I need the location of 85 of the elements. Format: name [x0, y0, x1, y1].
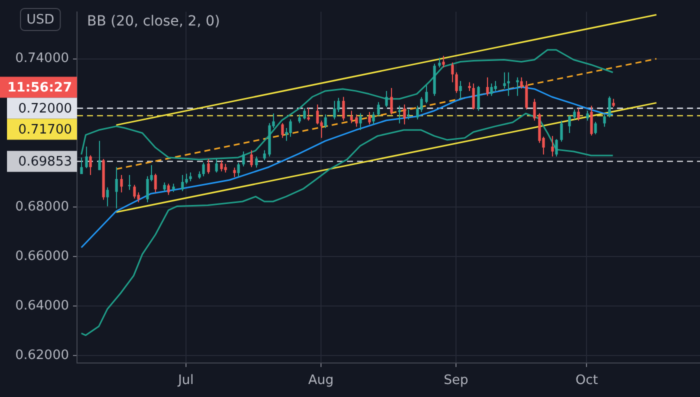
candlestick	[154, 173, 157, 193]
candlestick	[503, 72, 506, 89]
x-tick-label: Oct	[575, 373, 598, 388]
candlestick	[577, 108, 580, 122]
x-tick-label: Aug	[308, 373, 334, 388]
candlestick	[115, 166, 118, 209]
y-tick-label: 0.62000	[15, 348, 69, 363]
text: 11:56:27	[7, 80, 72, 96]
x-tick-label: Sep	[444, 373, 468, 388]
candlestick	[220, 160, 223, 172]
candlestick	[586, 110, 589, 122]
candlestick	[289, 118, 292, 138]
candlestick	[555, 138, 558, 157]
candlestick	[459, 80, 462, 100]
candlestick	[573, 108, 576, 120]
candlestick	[372, 111, 375, 125]
candlestick	[451, 62, 454, 83]
candlestick	[520, 76, 523, 89]
ref-line-label: 0.72000	[18, 102, 72, 117]
y-tick-label: 0.68000	[15, 200, 69, 215]
candlestick	[255, 156, 258, 168]
y-tick-label: 0.74000	[15, 51, 69, 66]
candlestick	[403, 104, 406, 125]
candlestick	[551, 135, 554, 157]
candlestick	[167, 183, 170, 196]
candlestick	[89, 154, 92, 176]
candlestick	[316, 104, 319, 125]
candlestick	[307, 107, 310, 122]
candlestick	[98, 140, 101, 171]
y-tick-label: 0.66000	[15, 249, 69, 264]
candlestick	[281, 122, 284, 138]
candlestick	[342, 96, 345, 122]
candlestick	[603, 114, 606, 128]
candlestick	[486, 76, 489, 96]
candlestick	[507, 72, 510, 96]
candlestick	[303, 108, 306, 120]
candlestick	[80, 156, 83, 175]
candlestick	[250, 150, 253, 168]
candlestick	[215, 158, 218, 174]
candlestick	[516, 76, 519, 96]
candlestick	[590, 105, 593, 136]
candlestick	[368, 111, 371, 125]
candlestick	[120, 174, 123, 193]
candlestick	[106, 186, 109, 207]
candlestick	[85, 146, 88, 169]
candlestick	[533, 98, 536, 122]
candlestick	[398, 105, 401, 124]
candlestick	[390, 87, 393, 115]
candlestick	[494, 80, 497, 92]
candlestick	[385, 90, 388, 108]
candlestick	[442, 55, 445, 68]
candlestick	[263, 150, 266, 161]
candlestick	[146, 176, 149, 203]
candlestick	[233, 167, 236, 178]
ref-line-label: 0.69853	[18, 154, 72, 170]
candlestick	[425, 84, 428, 104]
candlestick	[438, 57, 441, 68]
candlestick	[202, 162, 205, 177]
candlestick	[525, 80, 528, 110]
candlestick	[568, 115, 571, 134]
candlestick	[377, 102, 380, 116]
candlestick	[455, 72, 458, 94]
candlestick	[490, 83, 493, 96]
candlestick	[407, 108, 410, 120]
candlestick	[560, 120, 563, 142]
candlestick	[133, 184, 136, 200]
candlestick	[181, 174, 184, 192]
chart-title: BB (20, close, 2, 0)	[87, 14, 220, 30]
candlestick	[355, 114, 358, 128]
candlestick	[128, 174, 131, 190]
ref-line-label: 0.71700	[18, 122, 72, 138]
candlestick	[594, 121, 597, 135]
candlestick	[477, 85, 480, 112]
candlestick	[608, 96, 611, 118]
candlestick	[333, 100, 336, 120]
candlestick	[207, 158, 210, 174]
candlestick	[324, 114, 327, 129]
y-tick-label: 0.64000	[15, 298, 69, 314]
candlestick	[350, 110, 353, 124]
candlestick	[359, 112, 362, 131]
candlestick	[237, 162, 240, 178]
candlestick	[472, 83, 475, 110]
y-axis-title: USD	[26, 12, 54, 28]
x-tick-label: Jul	[177, 373, 194, 388]
candlestick	[242, 151, 245, 167]
